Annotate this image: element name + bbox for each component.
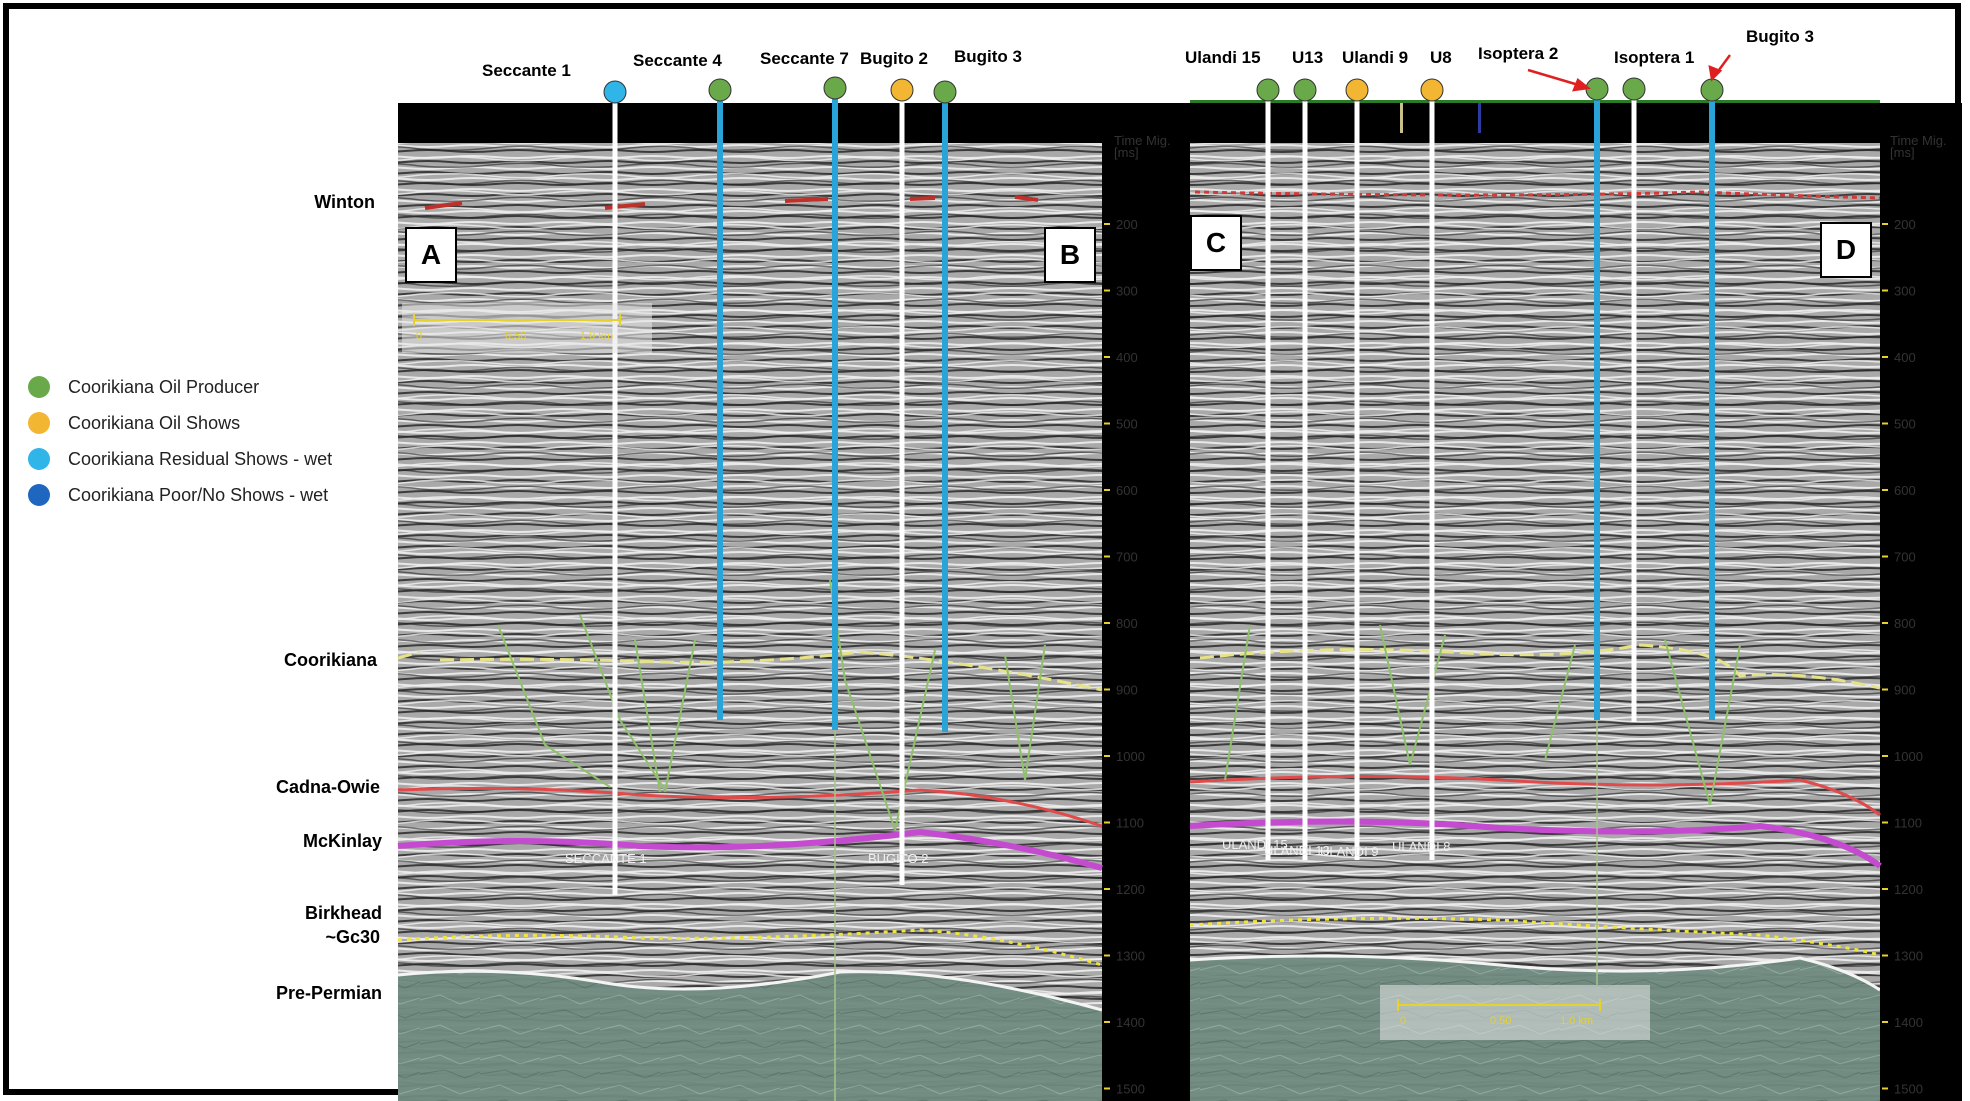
well-label-isoptera-1: Isoptera 1 (1614, 48, 1695, 67)
section-label-ulandi-8: ULANDI 8 (1392, 839, 1451, 854)
axis-tick-label: 500 (1116, 417, 1138, 432)
scale-right-mid: 0.50 (1490, 1015, 1511, 1027)
axis-tick-label: 400 (1894, 350, 1916, 365)
axis-tick-label: 1000 (1894, 749, 1923, 764)
legend-item-residual-shows: Coorikiana Residual Shows - wet (28, 446, 332, 472)
left-seismic-panel (397, 103, 1190, 1101)
axis-unit-left: [ms] (1114, 145, 1139, 160)
well-lines (612, 90, 1715, 1101)
axis-tick-label: 800 (1116, 616, 1138, 631)
axis-tick-label: 1400 (1116, 1015, 1145, 1030)
axis-tick-label: 1200 (1116, 882, 1145, 897)
axis-tick-label: 1300 (1894, 949, 1923, 964)
well-label-bugito-3-left: Bugito 3 (954, 47, 1022, 66)
panel-letter-c: C (1190, 215, 1242, 271)
well-label-seccante-4: Seccante 4 (633, 51, 722, 70)
well-label-ulandi-9: Ulandi 9 (1342, 48, 1409, 67)
section-label-bugito-2: BUGITO 2 (868, 851, 928, 866)
pointer-arrows (1527, 54, 1732, 92)
legend-label: Coorikiana Residual Shows - wet (68, 448, 333, 469)
axis-tick-label: 800 (1894, 616, 1916, 631)
well-label-seccante-1: Seccante 1 (482, 61, 571, 80)
legend-item-oil-producer: Coorikiana Oil Producer (28, 374, 259, 400)
scale-left-mid: 0.50 (505, 330, 526, 342)
axis-tick-label: 600 (1894, 483, 1916, 498)
well-label-ulandi-15: Ulandi 15 (1185, 48, 1261, 67)
scale-left-end: 1.0 km (580, 330, 613, 342)
axis-tick-label: 200 (1894, 217, 1916, 232)
legend-marker (28, 448, 50, 470)
horizon-label-mckinlay: McKinlay (302, 831, 382, 851)
panel-letter-d: D (1820, 222, 1872, 278)
axis-title-right: Time Mig. (1890, 133, 1947, 148)
axis-tick-label: 1000 (1116, 749, 1145, 764)
axis-tick-label: 1300 (1116, 949, 1145, 964)
axis-tick-label: 400 (1116, 350, 1138, 365)
well-label-bugito-3-right: Bugito 3 (1746, 27, 1814, 46)
axis-tick-label: 600 (1116, 483, 1138, 498)
horizon-label-gc30: ~Gc30 (325, 927, 380, 947)
section-label-ulandi-15: ULANDI 15 (1222, 837, 1288, 852)
horizon-label-coorikiana: Coorikiana (283, 650, 377, 670)
legend-item-poor-shows: Coorikiana Poor/No Shows - wet (28, 482, 328, 508)
scale-bars (402, 303, 1650, 1040)
legend-label: Coorikiana Oil Producer (68, 376, 260, 397)
well-label-isoptera-2: Isoptera 2 (1478, 44, 1559, 63)
axis-tick-label: 900 (1894, 683, 1916, 698)
well-markers (603, 76, 1724, 104)
section-label-seccante-1: SECCANTE 1 (565, 851, 647, 866)
section-label-ulandi-13: ULANDI 13 (1264, 843, 1330, 858)
axis-tick-label: 1200 (1894, 882, 1923, 897)
horizon-label-winton: Winton (314, 192, 375, 212)
axis-tick-label: 1100 (1116, 816, 1144, 831)
axis-tick-label: 300 (1894, 284, 1916, 299)
legend-label: Coorikiana Oil Shows (68, 412, 241, 433)
axis-title-left: Time Mig. (1114, 133, 1171, 148)
axis-tick-label: 1500 (1116, 1082, 1145, 1097)
panel-letter-a: A (405, 227, 457, 283)
section-label-ulandi-9: ULANDI 9 (1320, 844, 1379, 859)
horizon-label-pre-permian: Pre-Permian (275, 983, 382, 1003)
axis-tick-label: 1400 (1894, 1015, 1923, 1030)
scale-right-end: 1.0 km (1560, 1015, 1593, 1027)
axis-tick-label: 700 (1116, 550, 1138, 565)
axis-tick-label: 700 (1894, 550, 1916, 565)
legend-marker (28, 376, 50, 398)
axis-tick-label: 200 (1116, 217, 1138, 232)
well-label-bugito-2: Bugito 2 (860, 49, 928, 68)
time-axis-left: 200 300 400 500 600 700 800 900 1000 1100 1200 1300… (1104, 217, 1145, 1097)
legend-item-oil-shows: Coorikiana Oil Shows (28, 410, 240, 436)
scale-left-0: 0 (416, 330, 422, 342)
axis-unit-right: [ms] (1890, 145, 1915, 160)
horizon-picks (397, 190, 1882, 967)
horizon-label-cadna-owie: Cadna-Owie (275, 777, 380, 797)
axis-tick-label: 500 (1894, 417, 1916, 432)
time-axis-right: 200 300 400 500 600 700 800 900 1000 1100 1200 1300… (1882, 217, 1923, 1097)
axis-tick-label: 1100 (1894, 816, 1922, 831)
well-label-seccante-7: Seccante 7 (760, 49, 849, 68)
axis-tick-label: 1500 (1894, 1082, 1923, 1097)
legend-marker (28, 412, 50, 434)
scale-right-0: 0 (1400, 1015, 1406, 1027)
horizon-label-birkhead: Birkhead (304, 903, 382, 923)
well-label-u8: U8 (1430, 48, 1452, 67)
legend-marker (28, 484, 50, 506)
panel-letter-b: B (1044, 227, 1096, 283)
fault-lines (497, 579, 1741, 831)
legend-label: Coorikiana Poor/No Shows - wet (68, 484, 329, 505)
well-label-u13: U13 (1292, 48, 1324, 67)
axis-tick-label: 900 (1116, 683, 1138, 698)
axis-tick-label: 300 (1116, 284, 1138, 299)
